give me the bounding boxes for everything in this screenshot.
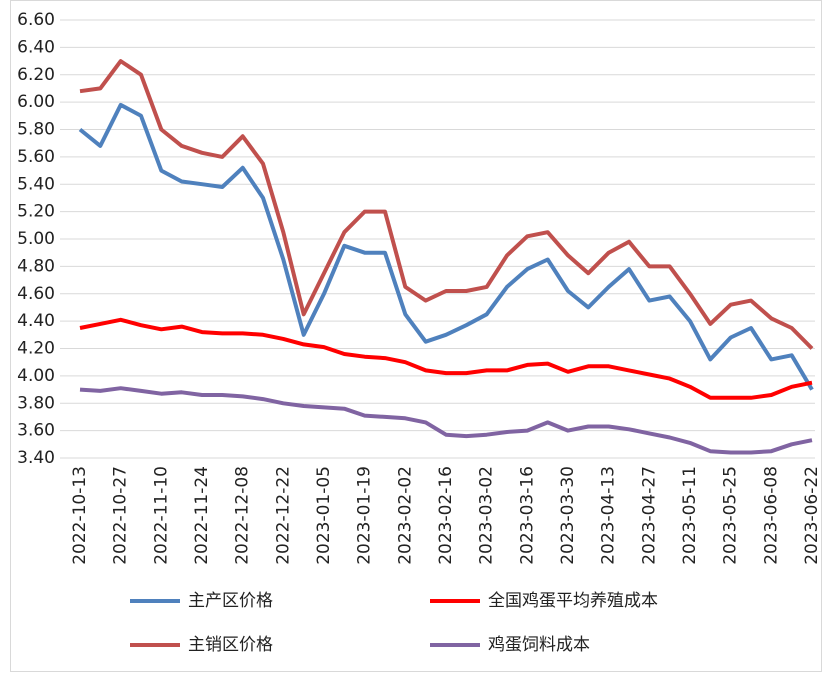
x-tick-label: 2023-05-11 bbox=[680, 466, 700, 565]
legend-label: 主产区价格 bbox=[188, 591, 273, 611]
x-tick-label: 2023-03-02 bbox=[477, 466, 497, 565]
y-tick-label: 3.80 bbox=[17, 393, 55, 413]
chart-frame bbox=[10, 0, 822, 672]
x-tick-label: 2023-04-27 bbox=[639, 466, 659, 565]
x-tick-label: 2022-11-24 bbox=[192, 466, 212, 565]
y-tick-label: 4.20 bbox=[17, 339, 55, 359]
y-tick-label: 3.60 bbox=[17, 421, 55, 441]
y-tick-label: 4.60 bbox=[17, 284, 55, 304]
x-tick-label: 2023-02-02 bbox=[395, 466, 415, 565]
series-line bbox=[78, 102, 814, 391]
y-tick-label: 3.40 bbox=[17, 448, 55, 468]
x-tick-label: 2023-02-16 bbox=[436, 466, 456, 565]
y-tick-label: 6.40 bbox=[17, 37, 55, 57]
x-tick-label: 2022-10-13 bbox=[70, 466, 90, 565]
x-tick-label: 2023-04-13 bbox=[599, 466, 619, 565]
x-tick-label: 2023-05-25 bbox=[721, 466, 741, 565]
y-tick-label: 5.40 bbox=[17, 174, 55, 194]
y-tick-label: 5.20 bbox=[17, 202, 55, 222]
legend-label: 全国鸡蛋平均养殖成本 bbox=[488, 591, 658, 611]
x-tick-label: 2023-06-22 bbox=[802, 466, 822, 565]
series-line bbox=[79, 59, 814, 350]
y-tick-label: 6.00 bbox=[17, 92, 55, 112]
x-tick-label: 2022-10-27 bbox=[111, 466, 131, 565]
x-tick-label: 2023-01-19 bbox=[355, 466, 375, 565]
x-tick-label: 2023-03-16 bbox=[517, 466, 537, 565]
y-tick-label: 5.60 bbox=[17, 147, 55, 167]
x-tick-label: 2023-01-05 bbox=[314, 466, 334, 565]
y-tick-label: 4.80 bbox=[17, 256, 55, 276]
legend-label: 主销区价格 bbox=[188, 635, 273, 655]
x-tick-label: 2022-12-22 bbox=[273, 466, 293, 565]
y-tick-label: 4.40 bbox=[17, 311, 55, 331]
y-tick-label: 5.00 bbox=[17, 229, 55, 249]
series-line bbox=[79, 386, 813, 455]
x-tick-label: 2022-11-10 bbox=[151, 466, 171, 565]
y-tick-label: 5.80 bbox=[17, 120, 55, 140]
y-tick-label: 6.20 bbox=[17, 65, 55, 85]
x-tick-label: 2023-06-08 bbox=[761, 466, 781, 565]
x-tick-label: 2022-12-08 bbox=[233, 466, 253, 565]
series-line bbox=[79, 317, 813, 400]
legend-label: 鸡蛋饲料成本 bbox=[488, 635, 590, 655]
x-tick-label: 2023-03-30 bbox=[558, 466, 578, 565]
y-tick-label: 6.60 bbox=[17, 10, 55, 30]
y-tick-label: 4.00 bbox=[17, 366, 55, 386]
